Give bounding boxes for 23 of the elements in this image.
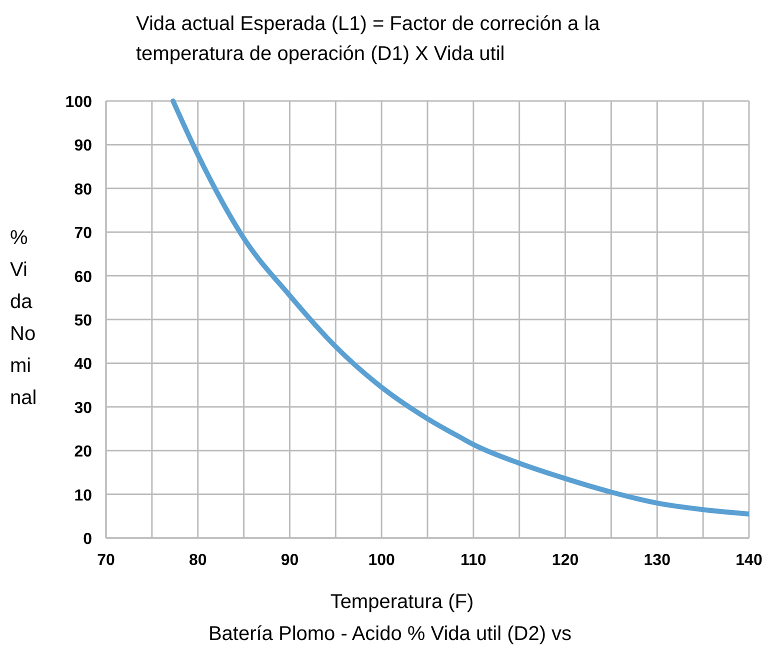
y-tick-label: 90 <box>74 138 92 155</box>
y-tick-label: 60 <box>74 268 92 286</box>
x-tick-label: 70 <box>97 552 115 569</box>
text: Batería Plomo - Acido % Vida util (D2) vs <box>208 623 572 645</box>
chart-title: Vida actual Esperada (L1) = Factor de correción a la temperatura de operación (D1) X Vida util <box>136 13 601 65</box>
y-tick-label: 100 <box>65 94 92 111</box>
y-tick-label: 20 <box>74 444 92 461</box>
x-tick-label: 140 <box>736 552 762 569</box>
x-tick-label: 100 <box>368 552 396 569</box>
x-tick-label: 80 <box>188 552 207 569</box>
x-tick-label: 90 <box>280 552 299 569</box>
x-tick-label: 120 <box>552 552 579 569</box>
y-tick-label: 10 <box>74 487 92 504</box>
y-tick-label: 70 <box>74 225 92 242</box>
y-tick-label: 80 <box>74 181 92 198</box>
y-axis-title: % Vida Nominal <box>10 227 37 409</box>
y-tick-label: 40 <box>74 356 92 374</box>
x-axis-title: Temperatura (F) <box>330 591 474 613</box>
x-tick-label: 110 <box>460 552 486 569</box>
y-tick-label: 30 <box>74 400 92 417</box>
x-tick-label: 130 <box>644 552 671 569</box>
y-tick-label: 0 <box>83 531 92 548</box>
y-tick-label: 50 <box>74 312 92 330</box>
